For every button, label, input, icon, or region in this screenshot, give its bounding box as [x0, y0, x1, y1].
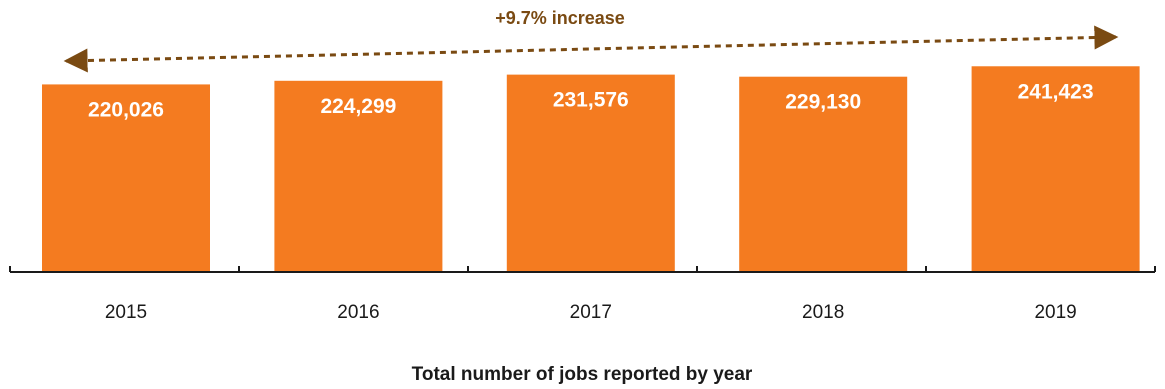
data-labels-group: 220,026 224,299 231,576 229,130 241,423	[88, 80, 1094, 121]
bars-group	[42, 66, 1140, 272]
bar-2016	[274, 80, 443, 271]
bar-2018	[739, 76, 908, 272]
bar-value-label-2018: 229,130	[785, 91, 861, 114]
bar-value-label-2016: 224,299	[320, 95, 396, 118]
x-axis-title: Total number of jobs reported by year	[412, 364, 753, 385]
x-tick-label-2019: 2019	[1034, 302, 1076, 323]
bar-2017	[506, 74, 675, 271]
x-tick-label-2018: 2018	[802, 302, 844, 323]
bar-2019	[971, 66, 1140, 272]
x-tick-label-2017: 2017	[570, 302, 612, 323]
increase-arrow	[63, 25, 1119, 73]
bar-2015	[42, 84, 210, 271]
x-tick-label-2016: 2016	[337, 302, 379, 323]
x-axis-ticks: 2015 2016 2017 2018 2019	[9, 266, 1156, 323]
bar-value-label-2019: 241,423	[1018, 80, 1094, 103]
bar-value-label-2015: 220,026	[88, 98, 164, 121]
x-tick-label-2015: 2015	[105, 302, 147, 323]
bar-value-label-2017: 231,576	[553, 89, 629, 112]
increase-annotation: +9.7% increase	[495, 8, 625, 28]
